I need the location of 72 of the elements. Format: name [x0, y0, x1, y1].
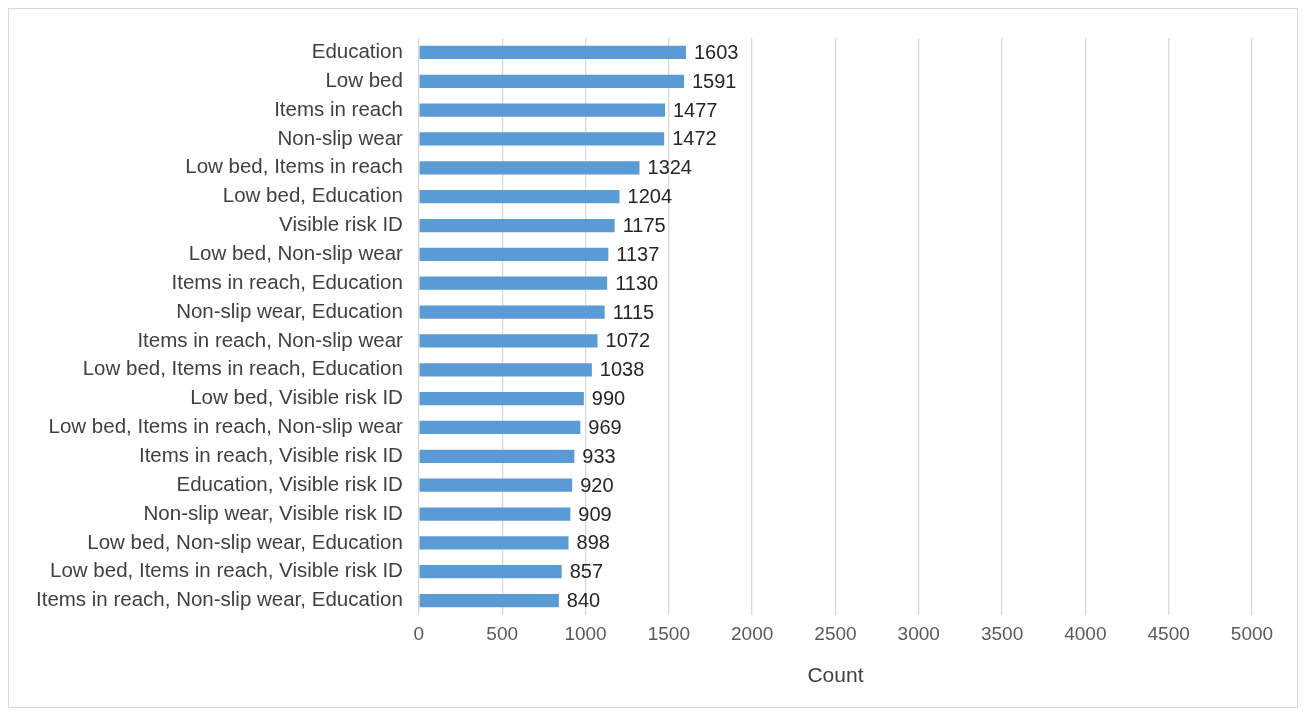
data-label: 990	[591, 387, 626, 410]
x-tick-label: 4500	[1147, 622, 1190, 644]
y-tick-label: Items in reach, Education	[171, 269, 403, 293]
data-label: 909	[578, 502, 612, 525]
data-label: 1603	[693, 40, 739, 63]
data-label: 1472	[672, 127, 717, 150]
x-tick-label: 4000	[1064, 622, 1107, 644]
y-tick-label: Items in reach, Non-slip wear, Education	[35, 587, 403, 611]
bar	[419, 420, 581, 435]
bar	[419, 593, 559, 608]
data-label: 840	[566, 589, 601, 612]
data-label: 898	[576, 531, 610, 554]
y-tick-label: Education, Visible risk ID	[176, 471, 403, 495]
x-tick-label: 0	[413, 622, 425, 644]
y-tick-label: Low bed, Items in reach	[185, 154, 403, 178]
y-tick-label: Low bed, Visible risk ID	[190, 385, 403, 409]
y-tick-label: Low bed, Non-slip wear, Education	[87, 529, 403, 553]
y-tick-label: Non-slip wear, Education	[176, 298, 403, 322]
x-tick-label: 500	[486, 622, 519, 644]
x-tick-label: 2000	[731, 622, 774, 644]
y-tick-label: Non-slip wear	[277, 125, 404, 149]
y-tick-label: Items in reach	[274, 96, 403, 120]
y-tick-label: Low bed, Items in reach, Visible risk ID	[50, 558, 403, 582]
bar	[419, 449, 575, 463]
y-tick-label: Visible risk ID	[279, 212, 403, 236]
y-tick-label: Items in reach, Visible risk ID	[138, 442, 403, 466]
y-tick-label: Low bed, Education	[222, 183, 403, 207]
bar	[419, 305, 605, 319]
bar	[419, 334, 598, 348]
bar	[419, 45, 686, 60]
data-label: 1591	[691, 69, 737, 92]
bar	[419, 363, 592, 377]
data-label: 1115	[612, 300, 655, 323]
data-label: 1324	[647, 156, 692, 179]
data-label: 920	[580, 473, 614, 496]
y-tick-label: Low bed, Items in reach, Education	[82, 356, 403, 380]
data-label: 933	[582, 444, 616, 467]
x-tick-label: 3000	[897, 622, 940, 644]
data-label: 969	[588, 415, 622, 438]
y-tick-label: Education	[311, 39, 403, 63]
x-axis-title: Count	[807, 663, 864, 687]
x-tick-label: 2500	[814, 622, 857, 644]
x-tick-label: 1500	[647, 622, 690, 644]
data-label: 1204	[627, 185, 673, 208]
bar	[419, 74, 684, 88]
data-label: 1130	[615, 271, 659, 294]
data-label: 1137	[616, 242, 660, 265]
bar	[419, 478, 573, 492]
y-tick-label: Non-slip wear, Visible risk ID	[143, 500, 403, 524]
bar	[419, 103, 665, 117]
bar	[419, 507, 571, 521]
y-tick-label: Low bed, Non-slip wear	[188, 241, 404, 265]
data-label: 1175	[622, 214, 666, 237]
bar	[419, 132, 665, 146]
y-tick-label: Items in reach, Non-slip wear	[137, 327, 404, 351]
bar	[419, 276, 608, 290]
bar	[419, 247, 609, 262]
bar	[419, 391, 584, 406]
bar	[419, 161, 640, 175]
data-label: 1477	[673, 98, 718, 121]
data-label: 857	[569, 560, 604, 583]
x-tick-label: 3500	[980, 622, 1024, 644]
data-label: 1038	[599, 358, 645, 381]
data-label: 1072	[605, 329, 651, 352]
bar	[419, 536, 569, 550]
y-tick-label: Low bed	[325, 67, 403, 91]
x-tick-label: 1000	[564, 622, 607, 644]
bar	[419, 218, 615, 233]
bar	[419, 190, 620, 204]
x-tick-label: 5000	[1230, 622, 1274, 644]
bar	[419, 565, 562, 579]
y-tick-label: Low bed, Items in reach, Non-slip wear	[48, 414, 404, 438]
